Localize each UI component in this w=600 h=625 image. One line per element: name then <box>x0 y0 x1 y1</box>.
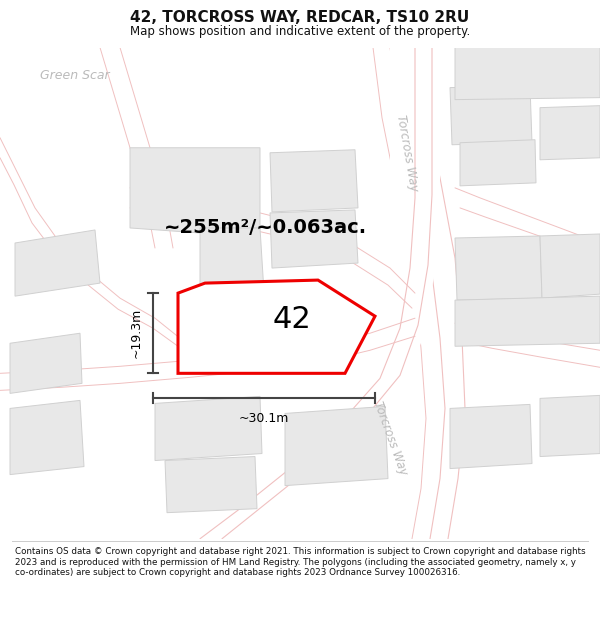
Polygon shape <box>455 296 600 346</box>
Polygon shape <box>165 456 257 512</box>
Text: ~19.3m: ~19.3m <box>130 308 143 358</box>
Polygon shape <box>155 396 262 461</box>
Polygon shape <box>455 48 600 99</box>
Text: ~255m²/~0.063ac.: ~255m²/~0.063ac. <box>163 219 367 238</box>
Text: 42, TORCROSS WAY, REDCAR, TS10 2RU: 42, TORCROSS WAY, REDCAR, TS10 2RU <box>130 11 470 26</box>
Polygon shape <box>450 86 532 145</box>
Polygon shape <box>270 210 358 268</box>
Polygon shape <box>455 236 542 300</box>
Polygon shape <box>10 401 84 474</box>
Polygon shape <box>285 406 388 486</box>
Polygon shape <box>10 333 82 393</box>
Text: 42: 42 <box>272 306 311 334</box>
Polygon shape <box>130 148 260 233</box>
Polygon shape <box>15 230 100 296</box>
Polygon shape <box>178 280 375 373</box>
Text: Torcross Way: Torcross Way <box>371 400 409 478</box>
Polygon shape <box>460 140 536 186</box>
Polygon shape <box>270 150 358 212</box>
Polygon shape <box>200 228 265 310</box>
Polygon shape <box>540 234 600 298</box>
Text: Torcross Way: Torcross Way <box>394 113 420 192</box>
Polygon shape <box>540 396 600 456</box>
Text: ~30.1m: ~30.1m <box>239 412 289 426</box>
Text: Map shows position and indicative extent of the property.: Map shows position and indicative extent… <box>130 25 470 38</box>
Polygon shape <box>540 106 600 160</box>
Polygon shape <box>450 404 532 469</box>
Text: Contains OS data © Crown copyright and database right 2021. This information is : Contains OS data © Crown copyright and d… <box>15 548 586 577</box>
Text: Green Scar: Green Scar <box>40 69 110 82</box>
